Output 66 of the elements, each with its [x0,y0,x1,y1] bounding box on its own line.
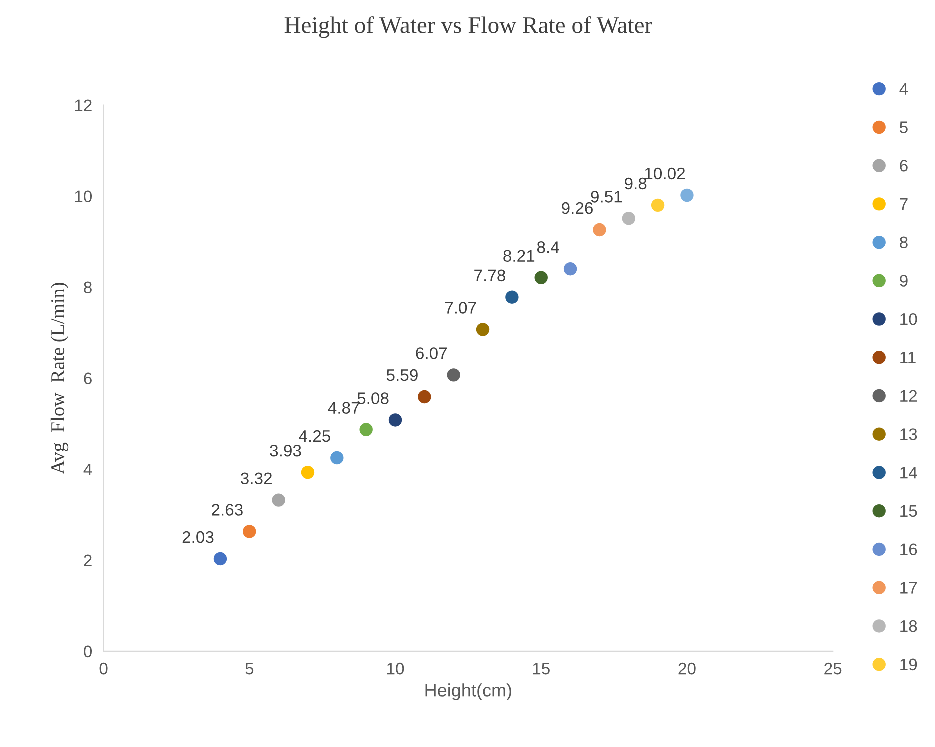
chart-title: Height of Water vs Flow Rate of Water [284,16,652,38]
point [330,451,344,465]
data-label: 6.07 [416,348,448,360]
legend-label: 17 [900,582,918,594]
point [593,223,606,237]
point [506,290,519,304]
data-label: 7.07 [445,302,476,314]
point [418,390,432,404]
point [301,466,315,480]
legend-label: 10 [900,313,918,326]
data-label: 3.32 [241,472,272,485]
legend-label: 15 [900,505,918,518]
legend-label: 4 [900,83,908,95]
data-label: 4.87 [328,402,360,414]
x-axis-title: Height(cm) [426,684,512,700]
data-label: 8.21 [504,250,535,262]
y-tick-label: 4 [84,464,92,476]
data-label: 2.63 [212,504,243,516]
point [476,323,490,336]
data-label: 10.02 [645,168,686,180]
data-label: 5.59 [386,369,418,382]
data-label: 3.93 [270,444,302,457]
legend-label: 6 [900,160,908,172]
legend-label: 14 [900,467,918,479]
point [447,368,460,382]
legend-label: 11 [900,352,916,364]
y-tick-label: 10 [75,190,92,203]
data-label: 2.03 [182,531,214,544]
data-label: 4.25 [299,430,330,442]
data-label: 5.08 [358,392,389,404]
legend-label: 16 [900,544,918,556]
point [651,198,665,212]
legend-label: 13 [900,428,918,440]
y-tick-label: 8 [84,282,92,294]
legend-label: 18 [900,620,918,632]
data-label: 8.4 [537,242,560,254]
data-label: 9.8 [625,178,647,190]
point [214,552,228,566]
data-label: 9.51 [591,191,622,203]
point [534,271,548,284]
y-tick-label: 12 [75,100,92,112]
point [564,262,578,276]
legend-label: 12 [900,390,918,402]
data-label: 9.26 [562,202,593,214]
x-tick-label: 15 [533,663,550,675]
point [272,494,286,507]
y-tick-label: 2 [84,554,92,566]
point [243,525,256,538]
y-tick-label: 6 [84,372,92,385]
point [680,188,694,202]
y-axis-title: Avg Flow Rate (L/min) [50,282,69,474]
legend-label: 8 [900,236,908,249]
legend-label: 5 [900,122,908,134]
y-tick-label: 0 [84,646,92,658]
legend-label: 7 [900,198,908,210]
x-tick-label: 5 [246,663,254,675]
legend-label: 19 [900,658,918,671]
x-tick-label: 25 [824,662,842,675]
x-tick-label: 10 [388,662,404,675]
point [622,212,636,226]
data-label: 7.78 [474,270,506,282]
x-tick-label: 20 [678,662,696,675]
legend-label: 9 [900,275,908,287]
point [360,423,373,436]
point [388,414,402,427]
x-tick-label: 0 [100,662,108,675]
